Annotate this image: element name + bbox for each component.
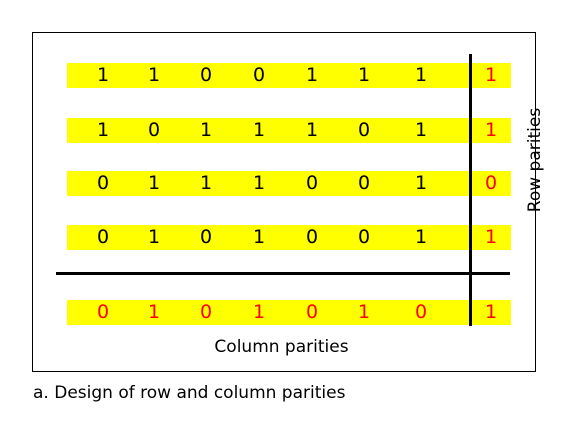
data-bit: 0 — [305, 226, 319, 248]
column-parity-bit: 0 — [414, 301, 428, 323]
column-parity-row — [67, 300, 511, 325]
data-bit: 1 — [305, 64, 319, 86]
data-bit: 1 — [414, 64, 428, 86]
data-bit: 1 — [199, 119, 213, 141]
data-row — [67, 171, 511, 196]
figure-caption: a. Design of row and column parities — [33, 383, 346, 403]
overall-parity-bit: 1 — [484, 301, 498, 323]
data-bit: 0 — [357, 119, 371, 141]
row-parity-divider — [469, 54, 472, 326]
data-bit: 1 — [305, 119, 319, 141]
data-row — [67, 118, 511, 143]
column-parity-bit: 1 — [357, 301, 371, 323]
row-parity-bit: 1 — [484, 226, 498, 248]
column-parity-bit: 1 — [147, 301, 161, 323]
data-bit: 0 — [357, 226, 371, 248]
data-bit: 1 — [414, 172, 428, 194]
data-bit: 1 — [252, 226, 266, 248]
column-parity-divider — [56, 272, 510, 275]
data-bit: 0 — [96, 226, 110, 248]
data-bit: 0 — [357, 172, 371, 194]
row-parity-bit: 1 — [484, 64, 498, 86]
row-parity-bit: 0 — [484, 172, 498, 194]
diagram-frame — [32, 32, 536, 372]
data-bit: 1 — [199, 172, 213, 194]
column-parity-bit: 0 — [199, 301, 213, 323]
row-parity-bit: 1 — [484, 119, 498, 141]
column-parity-bit: 0 — [96, 301, 110, 323]
data-bit: 1 — [357, 64, 371, 86]
data-bit: 1 — [96, 64, 110, 86]
column-parities-label: Column parities — [214, 337, 349, 357]
data-bit: 0 — [252, 64, 266, 86]
data-bit: 0 — [147, 119, 161, 141]
data-row — [67, 225, 511, 250]
data-bit: 1 — [252, 172, 266, 194]
data-bit: 1 — [147, 172, 161, 194]
data-bit: 0 — [96, 172, 110, 194]
data-bit: 1 — [252, 119, 266, 141]
column-parity-bit: 0 — [305, 301, 319, 323]
data-row — [67, 63, 511, 88]
data-bit: 0 — [305, 172, 319, 194]
row-parities-label: Row parities — [525, 107, 545, 213]
column-parity-bit: 1 — [252, 301, 266, 323]
data-bit: 1 — [414, 226, 428, 248]
data-bit: 1 — [96, 119, 110, 141]
data-bit: 1 — [414, 119, 428, 141]
data-bit: 1 — [147, 64, 161, 86]
data-bit: 1 — [147, 226, 161, 248]
data-bit: 0 — [199, 226, 213, 248]
data-bit: 0 — [199, 64, 213, 86]
